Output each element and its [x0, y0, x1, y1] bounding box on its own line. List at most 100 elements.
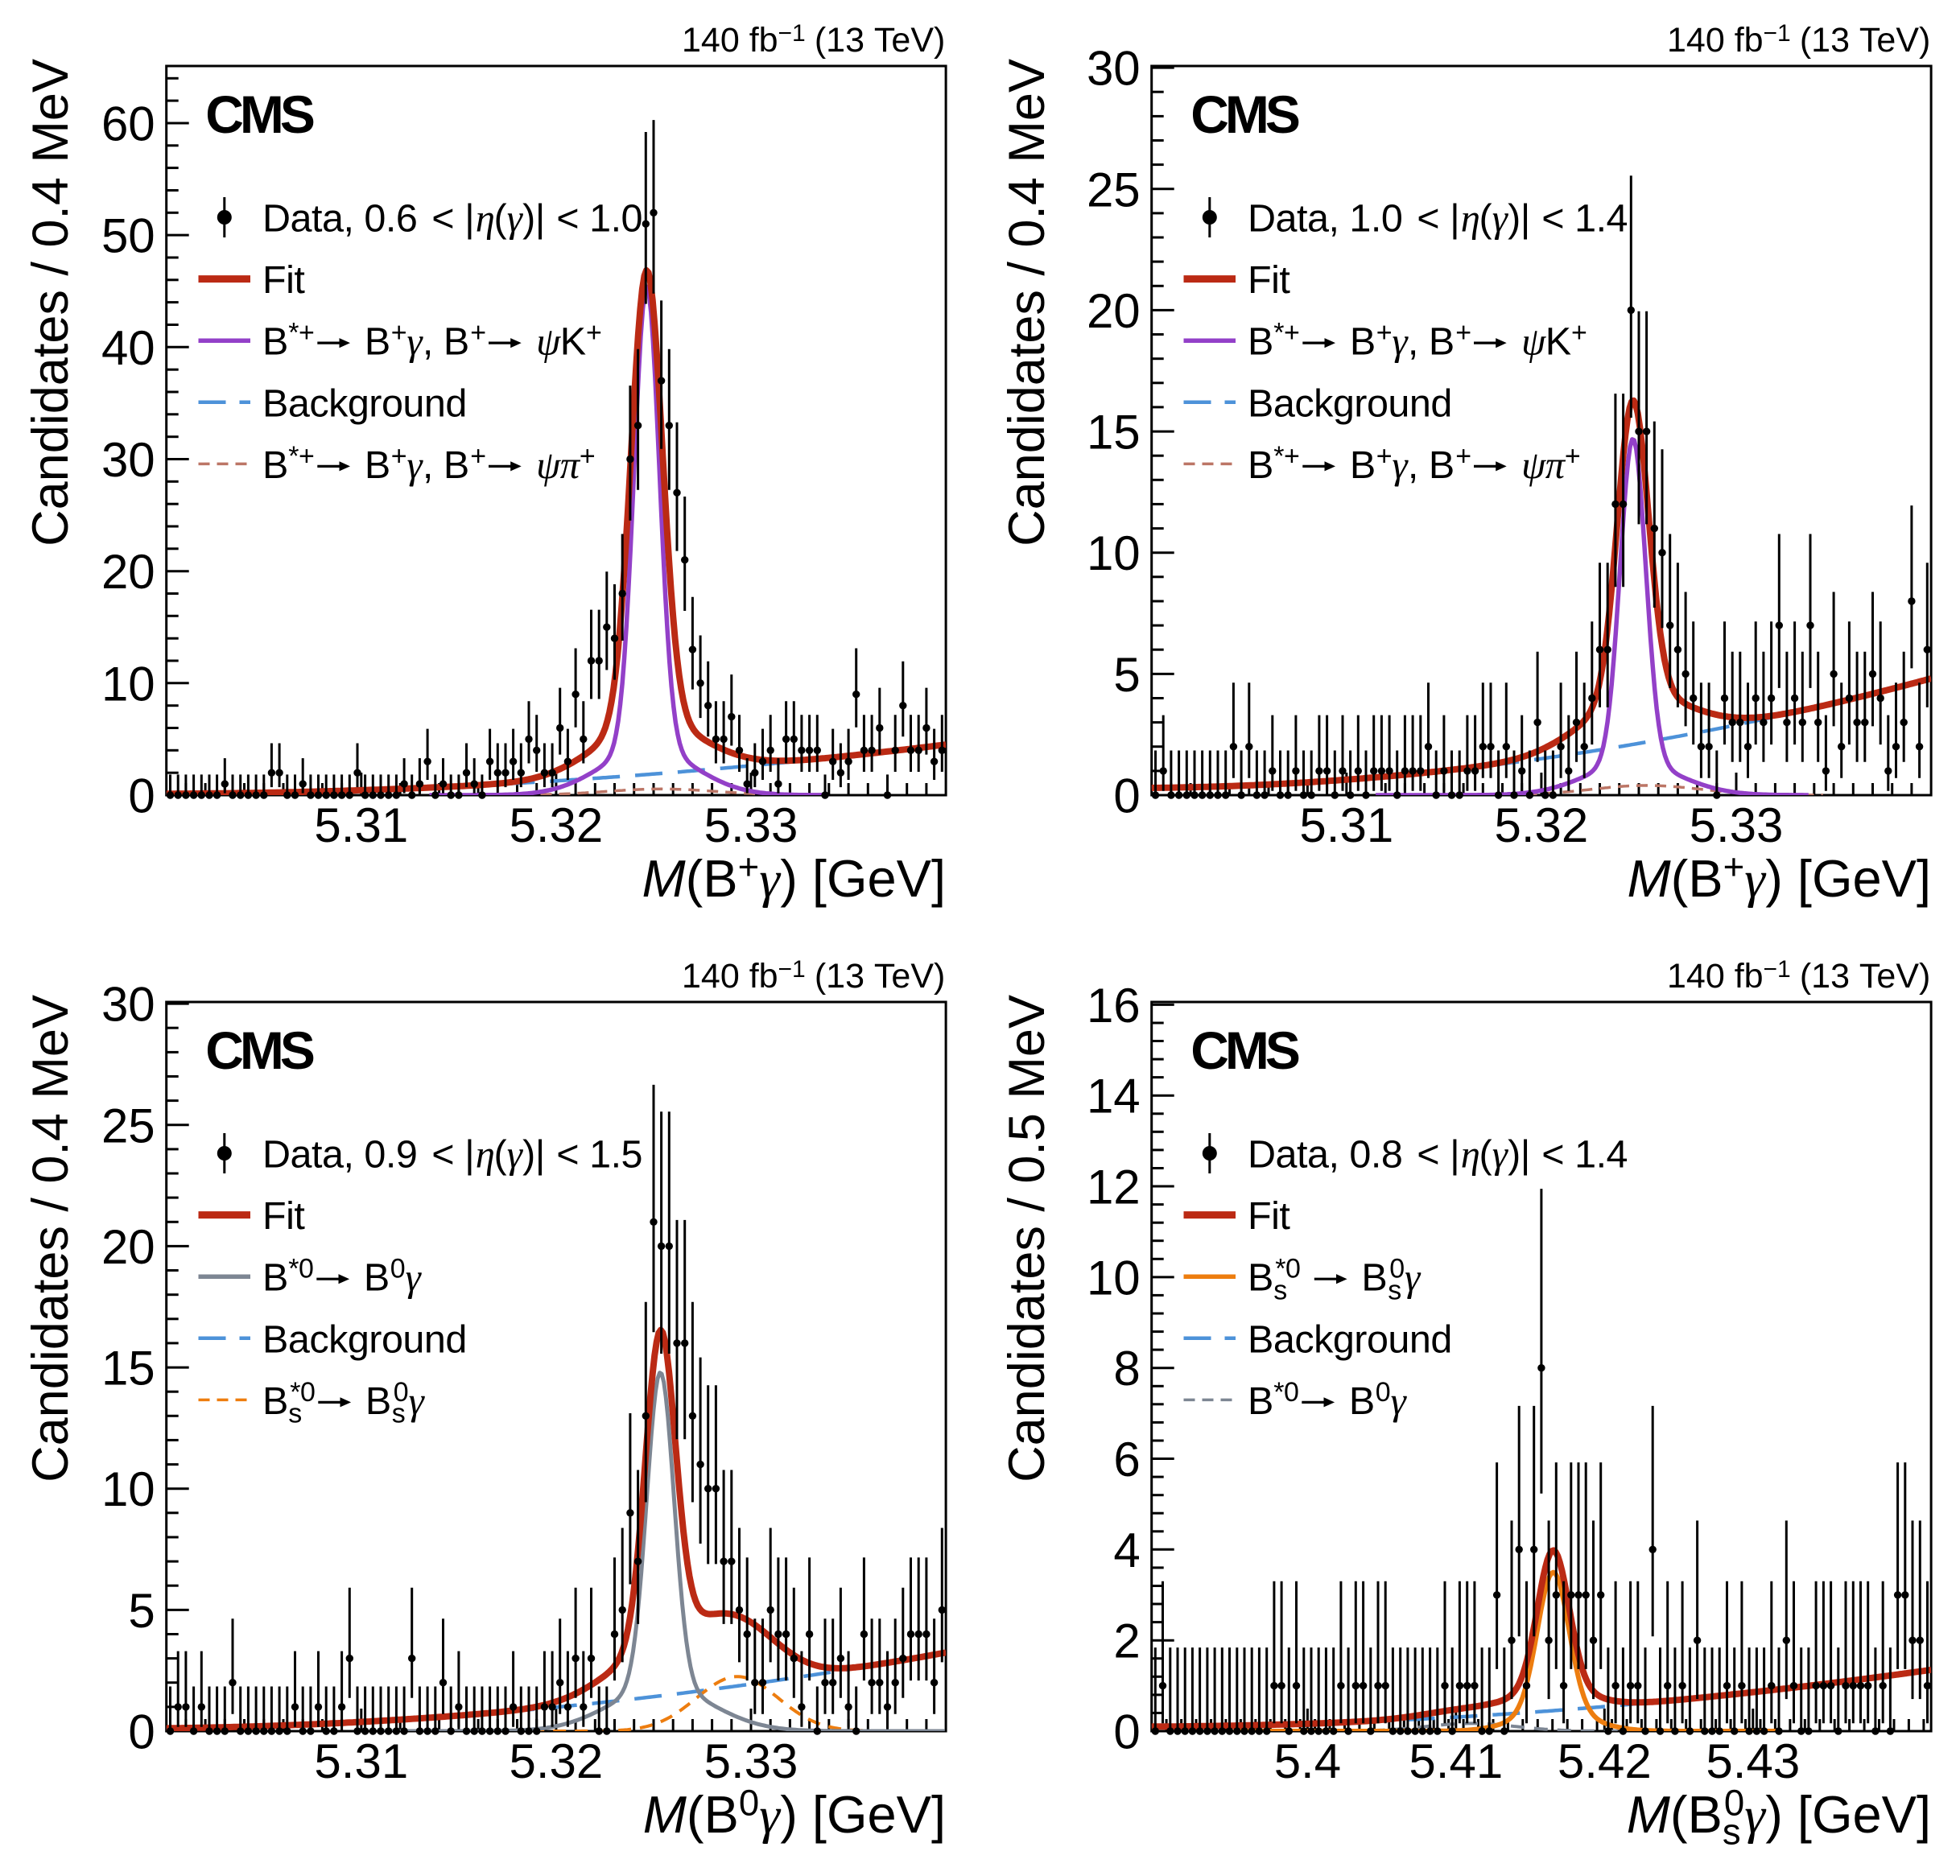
svg-text:5.32: 5.32 [510, 798, 604, 852]
svg-text:B: B [262, 320, 288, 364]
svg-text:10: 10 [101, 657, 155, 711]
svg-text:γ: γ [1492, 198, 1509, 241]
svg-text:CMS: CMS [1190, 85, 1299, 144]
svg-text:(13 TeV): (13 TeV) [1790, 21, 1930, 60]
svg-text:, B: , B [423, 320, 469, 364]
svg-text:Data, 0.8: Data, 0.8 [1248, 1133, 1413, 1177]
svg-text:30: 30 [1087, 42, 1141, 96]
svg-text:γ: γ [1744, 851, 1767, 909]
svg-text:< 1.5: < 1.5 [556, 1133, 642, 1177]
svg-text:+: + [1723, 847, 1745, 888]
svg-text:B: B [262, 443, 288, 487]
svg-text:140 fb: 140 fb [682, 957, 778, 996]
svg-text:γ: γ [409, 1380, 426, 1423]
svg-text:η: η [476, 198, 495, 241]
svg-text:B: B [1351, 1256, 1387, 1300]
svg-text:0: 0 [128, 1705, 155, 1759]
svg-text:(B: (B [1670, 1785, 1723, 1844]
svg-text:20: 20 [101, 545, 155, 599]
svg-text:) [GeV]: ) [GeV] [780, 849, 946, 908]
svg-text:(13 TeV): (13 TeV) [1790, 957, 1930, 996]
svg-text:6: 6 [1113, 1433, 1140, 1486]
svg-text:50: 50 [101, 209, 155, 263]
svg-text:−1: −1 [778, 20, 806, 47]
svg-text:25: 25 [1087, 163, 1141, 216]
svg-text:40: 40 [101, 321, 155, 375]
svg-text:(: ( [494, 197, 507, 241]
svg-text:−1: −1 [1764, 20, 1791, 47]
svg-text:+: + [470, 441, 485, 472]
svg-text:Data, 0.6: Data, 0.6 [262, 197, 427, 241]
svg-text:η: η [1461, 1134, 1480, 1177]
svg-text:0: 0 [390, 1254, 405, 1284]
svg-text:γ: γ [1391, 1380, 1408, 1423]
svg-text:s: s [392, 1399, 405, 1429]
svg-text:γ: γ [1492, 1134, 1509, 1177]
svg-text:*0: *0 [290, 1377, 315, 1408]
svg-text:0: 0 [394, 1377, 408, 1408]
svg-text:*+: *+ [1273, 318, 1299, 348]
svg-text:γ: γ [1744, 1787, 1767, 1845]
svg-text:γ: γ [1393, 321, 1409, 364]
svg-text:Background: Background [262, 381, 467, 425]
svg-text:< |: < | [431, 1133, 474, 1177]
svg-text:10: 10 [1087, 1251, 1141, 1305]
svg-text:) [GeV]: ) [GeV] [780, 1785, 946, 1844]
svg-text:s: s [1273, 1275, 1286, 1305]
svg-text:+: + [1376, 441, 1392, 472]
svg-text:(: ( [1479, 197, 1492, 241]
svg-text:(13 TeV): (13 TeV) [805, 21, 945, 60]
svg-text:Candidates / 0.4 MeV: Candidates / 0.4 MeV [999, 59, 1055, 546]
svg-text:2: 2 [1113, 1614, 1140, 1668]
svg-text:+: + [1455, 441, 1471, 472]
svg-text:) [GeV]: ) [GeV] [1765, 849, 1931, 908]
svg-text:(B: (B [687, 1785, 739, 1844]
svg-text:*0: *0 [288, 1254, 313, 1284]
svg-text:B: B [355, 1379, 391, 1423]
svg-text:Fit: Fit [262, 1194, 305, 1238]
svg-text:(B: (B [1671, 849, 1723, 908]
svg-text:20: 20 [1087, 284, 1141, 338]
svg-text:+: + [1455, 318, 1471, 348]
svg-text:s: s [1723, 1811, 1741, 1852]
svg-text:(: ( [494, 1133, 507, 1177]
svg-text:Data, 0.9: Data, 0.9 [262, 1133, 427, 1177]
svg-text:< |: < | [431, 197, 474, 241]
svg-text:(13 TeV): (13 TeV) [805, 957, 945, 996]
svg-text:γ: γ [507, 198, 524, 241]
svg-text:5: 5 [1113, 648, 1140, 702]
svg-text:+: + [391, 318, 406, 348]
svg-text:+: + [580, 441, 595, 472]
svg-text:−1: −1 [1764, 956, 1791, 983]
svg-text:CMS: CMS [1190, 1020, 1299, 1080]
svg-text:+: + [391, 441, 406, 472]
svg-text:*+: *+ [288, 441, 314, 472]
svg-text:5.31: 5.31 [1299, 798, 1393, 852]
svg-text:0: 0 [1113, 769, 1140, 823]
svg-text:M: M [643, 1785, 687, 1844]
svg-text:B: B [1339, 443, 1376, 487]
svg-text:Data, 1.0: Data, 1.0 [1248, 197, 1413, 241]
svg-text:5.32: 5.32 [1495, 798, 1589, 852]
svg-text:γ: γ [406, 1257, 423, 1300]
svg-text:5.33: 5.33 [1690, 798, 1784, 852]
svg-text:+: + [470, 318, 485, 348]
svg-text:Candidates / 0.5 MeV: Candidates / 0.5 MeV [999, 995, 1055, 1482]
svg-text:Candidates / 0.4 MeV: Candidates / 0.4 MeV [23, 995, 79, 1482]
svg-text:0: 0 [739, 1783, 759, 1824]
svg-text:ψ: ψ [536, 321, 561, 364]
svg-text:γ: γ [759, 1787, 782, 1845]
svg-text:12: 12 [1087, 1161, 1141, 1214]
svg-text:< 1.0: < 1.0 [556, 197, 642, 241]
svg-text:20: 20 [101, 1220, 155, 1274]
svg-text:+: + [586, 318, 601, 348]
svg-text:B: B [1339, 320, 1376, 364]
svg-text:5.31: 5.31 [314, 798, 408, 852]
svg-text:π: π [1545, 444, 1566, 487]
svg-text:16: 16 [1087, 979, 1141, 1033]
svg-text:(: ( [1479, 1133, 1492, 1177]
svg-text:s: s [288, 1399, 301, 1429]
svg-text:)|: )| [522, 1133, 555, 1177]
svg-text:ψ: ψ [1521, 321, 1546, 364]
svg-text:60: 60 [101, 97, 155, 151]
